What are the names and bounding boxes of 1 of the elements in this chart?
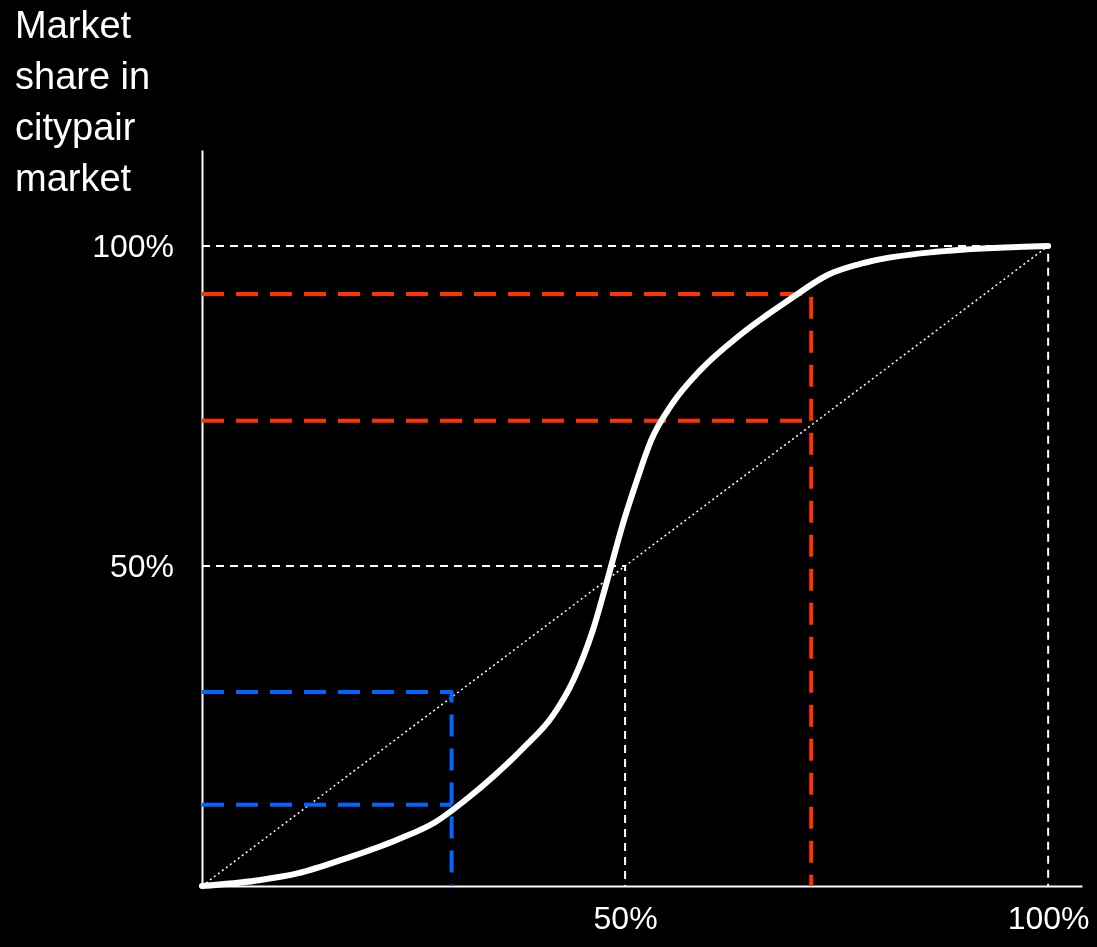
y-axis-title: Market share in citypair market [15,4,151,199]
